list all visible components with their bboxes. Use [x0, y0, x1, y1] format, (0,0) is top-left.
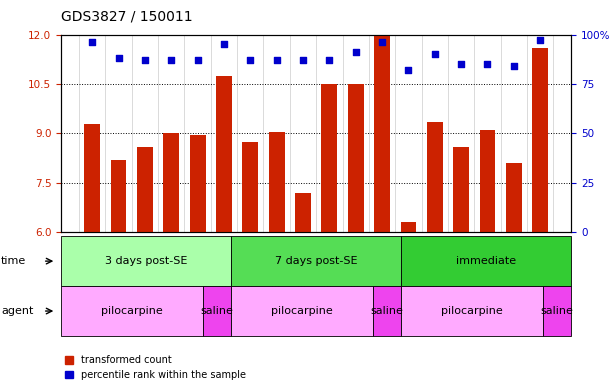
Bar — [374, 36, 390, 232]
Text: pilocarpine: pilocarpine — [101, 306, 163, 316]
Point — [456, 61, 466, 67]
Point — [192, 57, 202, 63]
Bar — [480, 130, 496, 232]
Bar — [269, 132, 285, 232]
Text: saline: saline — [541, 306, 574, 316]
Bar — [427, 122, 443, 232]
Bar — [348, 84, 364, 232]
Point — [483, 61, 492, 67]
Text: pilocarpine: pilocarpine — [271, 306, 333, 316]
Text: pilocarpine: pilocarpine — [441, 306, 503, 316]
Bar — [532, 48, 548, 232]
Point — [403, 67, 413, 73]
Bar — [295, 193, 311, 232]
Text: saline: saline — [371, 306, 403, 316]
Point — [140, 57, 150, 63]
Text: 3 days post-SE: 3 days post-SE — [105, 256, 188, 266]
Point — [377, 40, 387, 46]
Point — [166, 57, 176, 63]
Bar — [163, 134, 179, 232]
Bar — [189, 135, 205, 232]
Text: immediate: immediate — [456, 256, 516, 266]
Point — [509, 63, 519, 69]
Text: GDS3827 / 150011: GDS3827 / 150011 — [61, 10, 192, 23]
Bar — [243, 142, 258, 232]
Point — [87, 40, 97, 46]
Point — [219, 41, 229, 48]
Point — [535, 37, 545, 43]
Bar — [84, 124, 100, 232]
Point — [246, 57, 255, 63]
Bar — [137, 147, 153, 232]
Legend: transformed count, percentile rank within the sample: transformed count, percentile rank withi… — [61, 351, 249, 384]
Point — [114, 55, 123, 61]
Bar — [401, 222, 416, 232]
Bar — [321, 84, 337, 232]
Text: saline: saline — [200, 306, 233, 316]
Point — [430, 51, 440, 58]
Text: 7 days post-SE: 7 days post-SE — [275, 256, 357, 266]
Bar — [216, 76, 232, 232]
Bar — [453, 147, 469, 232]
Bar — [506, 163, 522, 232]
Bar — [111, 160, 126, 232]
Text: time: time — [1, 256, 26, 266]
Text: agent: agent — [1, 306, 34, 316]
Point — [298, 57, 308, 63]
Point — [272, 57, 282, 63]
Point — [324, 57, 334, 63]
Point — [351, 49, 360, 55]
